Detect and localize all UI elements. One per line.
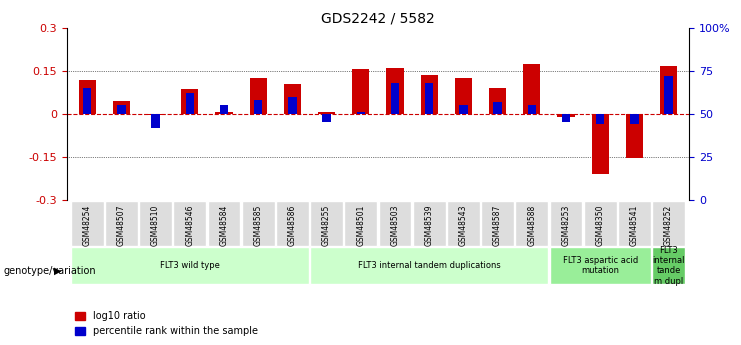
Text: GSM48541: GSM48541 xyxy=(630,205,639,246)
Text: GSM48510: GSM48510 xyxy=(151,205,160,246)
Text: GSM48501: GSM48501 xyxy=(356,205,365,246)
Bar xyxy=(421,75,438,114)
Legend: log10 ratio, percentile rank within the sample: log10 ratio, percentile rank within the … xyxy=(72,307,262,340)
Bar xyxy=(425,83,433,114)
FancyBboxPatch shape xyxy=(71,247,309,284)
Bar xyxy=(660,66,677,114)
Bar xyxy=(318,112,335,114)
FancyBboxPatch shape xyxy=(207,201,240,246)
FancyBboxPatch shape xyxy=(413,201,445,246)
FancyBboxPatch shape xyxy=(550,201,582,246)
FancyBboxPatch shape xyxy=(652,201,685,246)
Text: GSM48587: GSM48587 xyxy=(493,205,502,246)
Text: FLT3 internal tandem duplications: FLT3 internal tandem duplications xyxy=(358,261,501,270)
FancyBboxPatch shape xyxy=(139,201,172,246)
Bar xyxy=(322,114,331,122)
FancyBboxPatch shape xyxy=(379,201,411,246)
FancyBboxPatch shape xyxy=(447,201,480,246)
Bar xyxy=(356,112,365,114)
Bar xyxy=(352,69,369,114)
Bar xyxy=(523,63,540,114)
FancyBboxPatch shape xyxy=(584,201,617,246)
Text: ▶: ▶ xyxy=(54,266,62,276)
Text: GSM48588: GSM48588 xyxy=(528,205,536,246)
Bar xyxy=(459,105,468,114)
Bar xyxy=(528,105,536,114)
Text: GSM48254: GSM48254 xyxy=(83,205,92,246)
Text: genotype/variation: genotype/variation xyxy=(4,266,96,276)
Text: FLT3 wild type: FLT3 wild type xyxy=(160,261,220,270)
Bar xyxy=(387,68,404,114)
Text: GSM48585: GSM48585 xyxy=(253,205,263,246)
Bar xyxy=(147,114,165,115)
Text: GSM48546: GSM48546 xyxy=(185,205,194,246)
Bar xyxy=(665,76,673,114)
Text: FLT3
internal
tande
m dupl: FLT3 internal tande m dupl xyxy=(652,246,685,286)
Bar xyxy=(288,97,296,114)
Bar xyxy=(626,114,643,158)
Bar xyxy=(83,88,91,114)
Bar xyxy=(630,114,639,124)
FancyBboxPatch shape xyxy=(242,201,275,246)
Title: GDS2242 / 5582: GDS2242 / 5582 xyxy=(321,11,435,25)
Bar xyxy=(185,93,194,114)
FancyBboxPatch shape xyxy=(550,247,651,284)
Text: GSM48584: GSM48584 xyxy=(219,205,228,246)
Text: FLT3 aspartic acid
mutation: FLT3 aspartic acid mutation xyxy=(562,256,638,275)
Bar xyxy=(596,114,605,124)
Bar xyxy=(151,114,160,128)
Bar xyxy=(113,101,130,114)
Text: GSM48252: GSM48252 xyxy=(664,205,673,246)
Bar xyxy=(455,78,472,114)
Text: GSM48503: GSM48503 xyxy=(391,205,399,246)
Bar xyxy=(254,100,262,114)
FancyBboxPatch shape xyxy=(276,201,309,246)
Text: GSM48543: GSM48543 xyxy=(459,205,468,246)
FancyBboxPatch shape xyxy=(618,201,651,246)
FancyBboxPatch shape xyxy=(173,201,206,246)
Text: GSM48350: GSM48350 xyxy=(596,205,605,246)
Bar xyxy=(391,83,399,114)
Bar xyxy=(182,89,199,114)
Text: GSM48586: GSM48586 xyxy=(288,205,297,246)
Bar xyxy=(494,102,502,114)
Text: GSM48255: GSM48255 xyxy=(322,205,331,246)
Text: GSM48539: GSM48539 xyxy=(425,205,433,246)
FancyBboxPatch shape xyxy=(516,201,548,246)
Bar xyxy=(557,114,574,117)
FancyBboxPatch shape xyxy=(310,247,548,284)
Bar xyxy=(117,105,126,114)
Bar xyxy=(562,114,571,122)
Bar xyxy=(79,80,96,114)
Text: GSM48507: GSM48507 xyxy=(117,205,126,246)
Bar xyxy=(591,114,609,174)
Bar xyxy=(284,84,301,114)
FancyBboxPatch shape xyxy=(481,201,514,246)
Bar xyxy=(489,88,506,114)
Bar xyxy=(220,105,228,114)
FancyBboxPatch shape xyxy=(345,201,377,246)
FancyBboxPatch shape xyxy=(652,247,685,284)
Text: GSM48253: GSM48253 xyxy=(562,205,571,246)
Bar xyxy=(216,112,233,114)
Bar xyxy=(250,78,267,114)
FancyBboxPatch shape xyxy=(71,201,104,246)
FancyBboxPatch shape xyxy=(105,201,138,246)
FancyBboxPatch shape xyxy=(310,201,343,246)
